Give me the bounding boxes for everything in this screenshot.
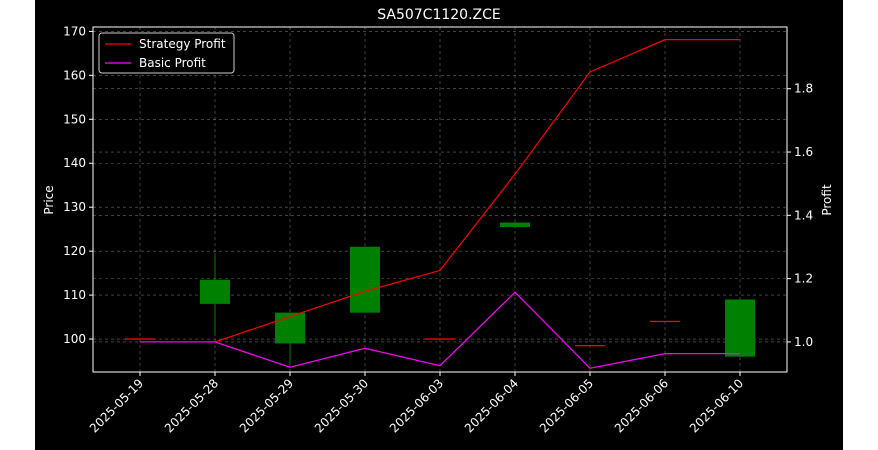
candle-body (125, 338, 155, 340)
candle-body (575, 344, 605, 347)
chart-title: SA507C1120.ZCE (377, 7, 501, 23)
y-tick-label-left: 130 (63, 200, 86, 214)
legend-label-basic-profit: Basic Profit (139, 56, 206, 70)
legend-label-strategy-profit: Strategy Profit (139, 37, 226, 51)
y-axis-label-right: Profit (820, 184, 834, 216)
y-tick-label-left: 160 (63, 68, 86, 82)
y-tick-label-right: 1.8 (794, 82, 813, 96)
candlesticks (125, 222, 755, 364)
legend-box (98, 32, 235, 74)
y-tick-label-left: 150 (63, 112, 86, 126)
candlestick-profit-chart: SA507C1120.ZCE 100 110 120 130 140 150 160 170 1… (35, 0, 843, 450)
series-line-basic-profit (140, 291, 740, 369)
series-line-strategy-profit (140, 39, 740, 343)
y-axis-label-left: Price (42, 185, 56, 214)
legend: Strategy Profit Basic Profit (98, 32, 235, 74)
y-tick-label-left: 100 (63, 332, 86, 346)
y-tick-label-left: 140 (63, 156, 86, 170)
candle-body (275, 312, 305, 344)
chart-background (35, 0, 843, 450)
y-tick-label-right: 1.4 (794, 208, 813, 222)
candle-body (425, 338, 455, 340)
y-tick-label-left: 170 (63, 24, 86, 38)
chart-figure: SA507C1120.ZCE 100 110 120 130 140 150 160 170 1… (35, 0, 843, 450)
y-tick-label-left: 120 (63, 244, 86, 258)
y-tick-label-right: 1.2 (794, 272, 813, 286)
candle-body (200, 279, 230, 304)
candle-body (350, 246, 380, 313)
y-tick-label-left: 110 (63, 288, 86, 302)
candle-body (650, 320, 680, 323)
candle-body (725, 299, 755, 357)
y-tick-label-right: 1.0 (794, 335, 813, 349)
profit-lines (140, 39, 740, 369)
candle-body (500, 222, 530, 227)
y-tick-label-right: 1.6 (794, 145, 813, 159)
